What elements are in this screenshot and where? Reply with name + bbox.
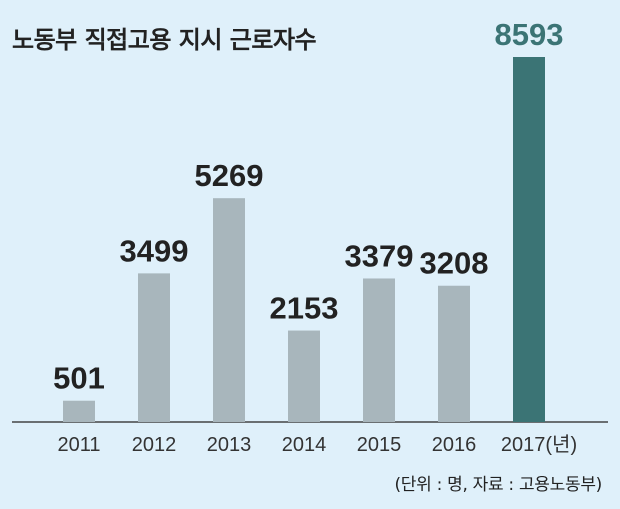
bar-2016 <box>438 285 470 422</box>
value-label-2014: 2153 <box>270 291 339 326</box>
value-label-2017(년): 8593 <box>495 17 564 52</box>
source-note: (단위 : 명, 자료 : 고용노동부) <box>394 475 602 495</box>
x-tick-2015: 2015 <box>357 434 402 456</box>
chart-title: 노동부 직접고용 지시 근로자수 <box>12 26 317 54</box>
x-tick-2014: 2014 <box>282 434 327 456</box>
x-tick-2012: 2012 <box>132 434 177 456</box>
x-tick-2017(년): 2017(년) <box>501 433 577 456</box>
bar-2014 <box>288 330 320 422</box>
bar-2017(년) <box>513 57 545 422</box>
value-label-2015: 3379 <box>345 238 414 273</box>
value-label-2013: 5269 <box>195 158 264 193</box>
bar-2015 <box>363 278 395 422</box>
value-label-2012: 3499 <box>120 233 189 268</box>
bar-2013 <box>213 198 245 422</box>
value-label-2016: 3208 <box>420 246 489 281</box>
x-tick-2013: 2013 <box>207 434 252 456</box>
x-tick-2011: 2011 <box>57 434 100 456</box>
bar-2012 <box>138 273 170 422</box>
bar-2011 <box>63 400 95 422</box>
x-tick-2016: 2016 <box>432 434 477 456</box>
value-label-2011: 501 <box>53 361 105 396</box>
